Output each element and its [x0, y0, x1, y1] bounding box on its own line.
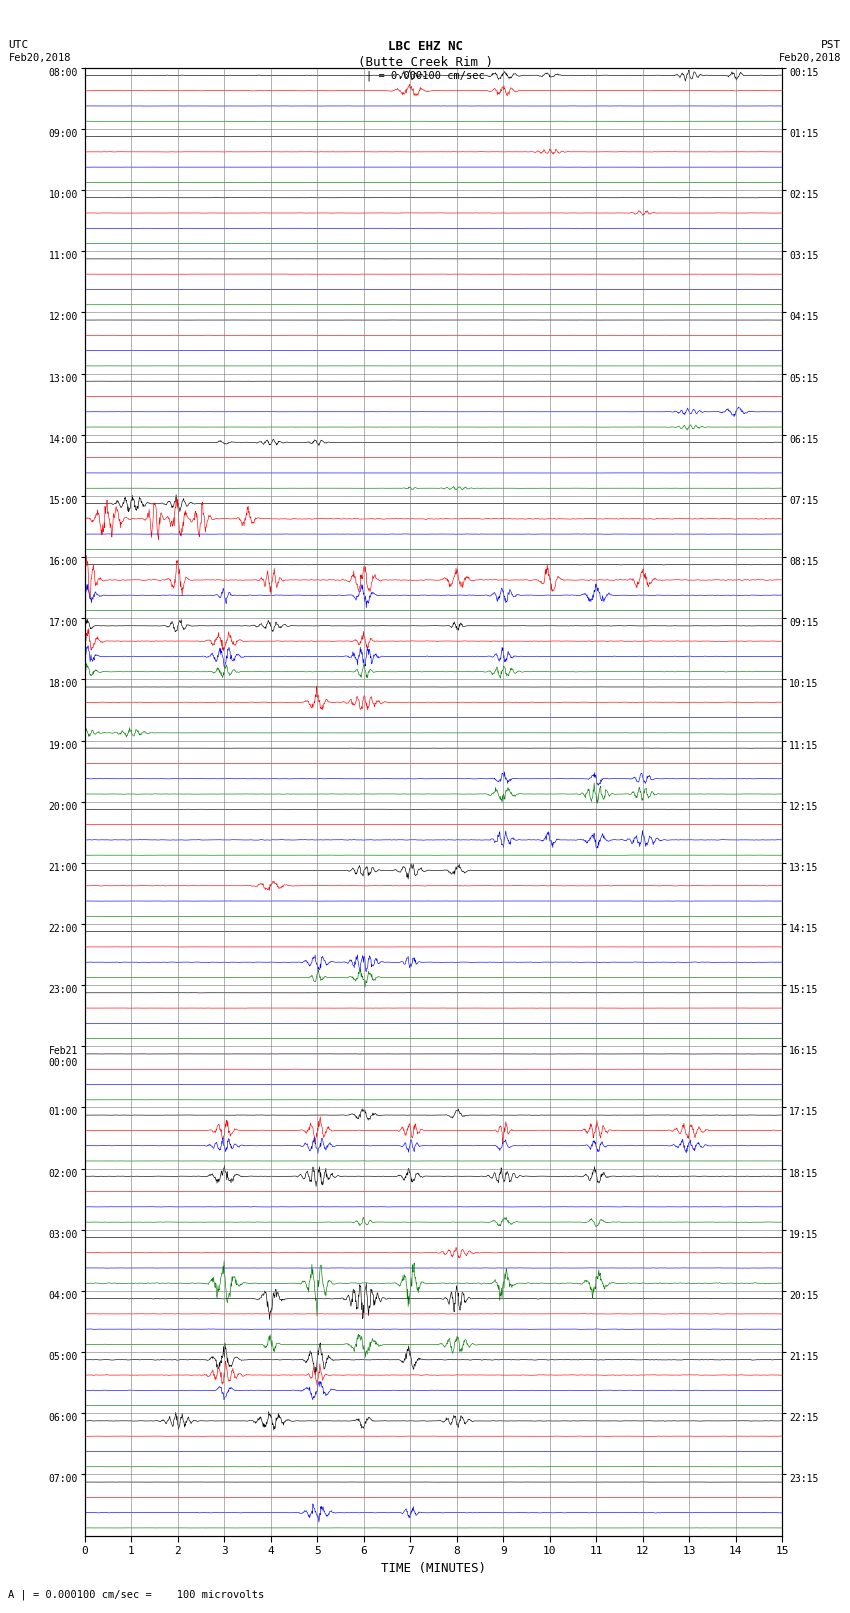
- Text: LBC EHZ NC: LBC EHZ NC: [388, 40, 462, 53]
- Text: Feb20,2018: Feb20,2018: [779, 53, 842, 63]
- Text: A | = 0.000100 cm/sec =    100 microvolts: A | = 0.000100 cm/sec = 100 microvolts: [8, 1589, 264, 1600]
- Text: (Butte Creek Rim ): (Butte Creek Rim ): [358, 56, 492, 69]
- Text: PST: PST: [821, 40, 842, 50]
- Text: UTC: UTC: [8, 40, 29, 50]
- X-axis label: TIME (MINUTES): TIME (MINUTES): [381, 1561, 486, 1574]
- Text: Feb20,2018: Feb20,2018: [8, 53, 71, 63]
- Text: | = 0.000100 cm/sec: | = 0.000100 cm/sec: [366, 71, 484, 82]
